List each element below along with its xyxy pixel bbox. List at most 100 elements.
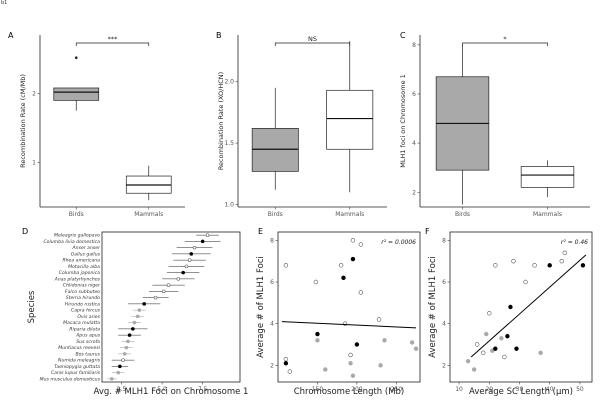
panel-D-xtick-label: 5.0 (157, 386, 167, 393)
panel-D-point (189, 252, 194, 256)
panel-D-species-label: Taeniopygia guttata (54, 364, 100, 370)
panel-D-label: D (22, 227, 28, 236)
panel-B-significance-bracket (274, 42, 351, 46)
panel-D-xlabel: Avg. # MLH1 Foci on Chromosome 1 (94, 387, 249, 397)
panel-D-species-label: Bos taurus (75, 351, 100, 357)
panel-E-point (350, 256, 356, 262)
panel-F-point (502, 354, 507, 360)
panel-A-label: A (8, 31, 14, 40)
panel-A-category-label: Birds (69, 211, 84, 218)
panel-B-category-label: Birds (268, 211, 283, 218)
panel-D-species-label: Hirundo rustica (65, 301, 100, 307)
panel-D-species-label: Columba japonica (59, 270, 100, 276)
panel-D-species-label: Macaca mulatta (63, 320, 100, 326)
panel-B-ylabel: Recombination Rate (XO/HCN) (217, 72, 225, 170)
panel-D-point (127, 333, 132, 337)
panel-E-xtick-label: 150 (312, 386, 324, 393)
panel-F-xtick-label: 30 (516, 386, 524, 393)
panel-F-point (562, 250, 568, 256)
panel-B-ytick-label: 1.0 (224, 202, 234, 209)
panel-D-point (137, 308, 142, 312)
panel-E-point (315, 331, 320, 337)
panel-F-point (505, 333, 510, 339)
panel-D-point (166, 283, 171, 287)
panel-F-point (474, 342, 480, 347)
panel-F-point (532, 263, 537, 268)
panel-D-species-label: Sus scrofa (76, 339, 100, 345)
panel-E-frame (277, 231, 421, 383)
panel-C-category-label: Birds (455, 211, 470, 218)
panel-A-category-label: Mammals (134, 211, 163, 218)
panel-D-point (205, 233, 210, 237)
panel-D-point (124, 345, 129, 350)
panel-C-box-mammals (520, 166, 575, 188)
panel-C-label: C (400, 31, 406, 40)
panel-E-point (413, 346, 419, 351)
panel-D-species-label: Muntiacus reevesi (58, 345, 100, 351)
panel-B-significance-label: NS (308, 35, 317, 43)
panel-D-species-label: Gallus gallus (71, 251, 101, 257)
panel-F-point (471, 367, 477, 372)
panel-E-point (283, 356, 289, 362)
panel-E-fit-line (281, 321, 417, 329)
panel-D-point (131, 327, 135, 331)
panel-D-point (116, 370, 121, 375)
panel-B-box-mammals (326, 89, 374, 150)
panel-E-point (283, 263, 289, 268)
panel-D-ylabel: Species (27, 290, 37, 323)
panel-F-ytick-label: 2 (442, 362, 446, 369)
panel-A-ytick-label: 2 (32, 90, 36, 97)
panel-A-ytick-label: 1 (32, 159, 36, 166)
panel-D-point (135, 314, 140, 319)
panel-F-point (493, 263, 498, 268)
panel-A-box-birds (53, 87, 100, 101)
panel-C-ytick-label: 8 (412, 42, 416, 49)
panel-E-point (287, 369, 293, 374)
panel-E-point (409, 340, 415, 345)
panel-F-point (499, 336, 504, 341)
panel-C-ytick-label: 6 (412, 91, 416, 98)
panel-D-point (118, 364, 122, 369)
panel-D-species-label: Falco subbuteo (65, 289, 100, 295)
panel-D-species-label: Rhea americana (62, 258, 100, 264)
panel-E-xtick-label: 200 (351, 386, 363, 393)
panel-E-point (341, 275, 346, 281)
panel-E-point (350, 373, 356, 378)
panel-F-xlabel: Average SC Length (μm) (469, 387, 573, 397)
panel-D-species-label: Anser anser (72, 245, 102, 251)
panel-D-species-label: Anas platyrhynchos (54, 276, 101, 282)
panel-F-point (465, 358, 471, 364)
panel-F-ylabel: Average # of MLH1 Foci (428, 256, 438, 358)
panel-B-box-birds (251, 128, 299, 172)
panel-E-point (358, 242, 364, 247)
panel-F-point (580, 263, 586, 268)
panel-C-significance-label: * (503, 35, 507, 43)
panel-F-xtick-label: 20 (485, 386, 493, 393)
panel-D-point (122, 352, 127, 356)
panel-D-point (200, 239, 205, 244)
panel-D-species-label: Motacilla alba (68, 264, 100, 270)
panel-D-point (161, 289, 166, 294)
panel-A-outlier (74, 56, 78, 60)
panel-E-xlabel: Chromosome Length (Mb) (294, 387, 405, 397)
panel-F-point (487, 311, 492, 316)
panel-D-point (126, 339, 130, 344)
panel-D-species-label: Columba livia domestica (43, 239, 100, 245)
panel-D-species-label: Canis lupus familiaris (51, 370, 101, 376)
panel-B-category-label: Mammals (335, 211, 364, 218)
panel-E-point (378, 363, 383, 368)
panel-B-label: B (216, 31, 222, 40)
panel-E-point (382, 338, 387, 343)
panel-C-category-label: Mammals (533, 211, 562, 218)
panel-F-point (490, 348, 495, 353)
panel-F-xtick-label: 40 (546, 386, 554, 393)
panel-E-point (350, 238, 356, 243)
panel-E-label: E (258, 227, 263, 236)
panel-D-point (176, 277, 181, 281)
panel-E-r-squared: r² = 0.0006 (381, 239, 416, 246)
panel-F-xtick-label: 10 (455, 386, 463, 393)
panel-F-point (514, 346, 519, 351)
panel-F-label: F (425, 227, 430, 236)
panel-F-point (481, 350, 486, 356)
